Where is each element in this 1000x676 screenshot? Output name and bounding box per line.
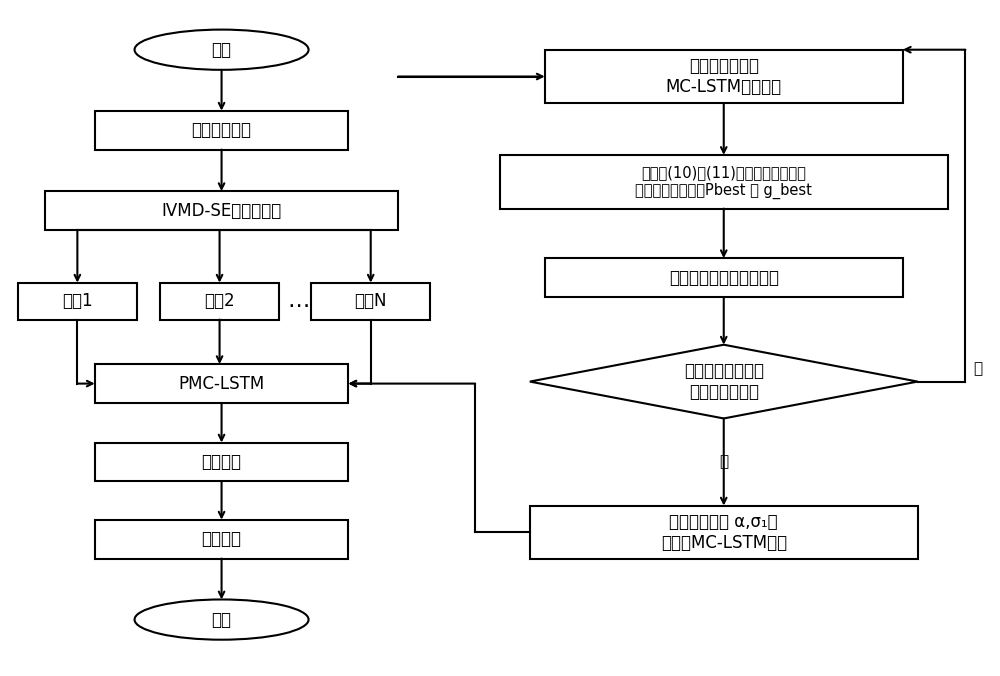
Text: 是: 是 [719, 454, 728, 470]
FancyBboxPatch shape [18, 283, 137, 320]
Text: 风电功率序列: 风电功率序列 [192, 121, 252, 139]
Text: 初始化粒子群和
MC-LSTM网络参数: 初始化粒子群和 MC-LSTM网络参数 [666, 57, 782, 96]
Text: PMC-LSTM: PMC-LSTM [178, 375, 265, 393]
Text: 分量N: 分量N [354, 292, 387, 310]
FancyBboxPatch shape [95, 364, 348, 403]
Text: 结束: 结束 [212, 610, 232, 629]
Ellipse shape [135, 600, 309, 639]
FancyBboxPatch shape [530, 506, 918, 559]
Text: 更新各个粒子位置和速度: 更新各个粒子位置和速度 [669, 268, 779, 287]
Text: 预测结果: 预测结果 [202, 530, 242, 548]
Ellipse shape [135, 30, 309, 70]
Text: …: … [287, 291, 309, 311]
Text: 开始: 开始 [212, 41, 232, 59]
Text: 线性叠加: 线性叠加 [202, 453, 242, 471]
Text: 根据式(10)和(11)更新粒子位置和速
度并通过比较获得Pbest 和 g_best: 根据式(10)和(11)更新粒子位置和速 度并通过比较获得Pbest 和 g_b… [635, 165, 812, 199]
FancyBboxPatch shape [545, 258, 903, 297]
FancyBboxPatch shape [500, 155, 948, 209]
FancyBboxPatch shape [545, 50, 903, 103]
Polygon shape [530, 345, 918, 418]
FancyBboxPatch shape [311, 283, 430, 320]
Text: IVMD-SE数据预处理: IVMD-SE数据预处理 [161, 201, 282, 220]
Text: 分量2: 分量2 [204, 292, 235, 310]
FancyBboxPatch shape [95, 443, 348, 481]
Text: 达到最大迭代次数
或满足收敛极限: 达到最大迭代次数 或满足收敛极限 [684, 362, 764, 401]
Text: 否: 否 [973, 361, 982, 376]
Text: 获得最优参数 α,σ₁，
并赋给MC-LSTM网络: 获得最优参数 α,σ₁， 并赋给MC-LSTM网络 [661, 513, 787, 552]
Text: 分量1: 分量1 [62, 292, 93, 310]
FancyBboxPatch shape [160, 283, 279, 320]
FancyBboxPatch shape [95, 520, 348, 558]
FancyBboxPatch shape [95, 111, 348, 149]
FancyBboxPatch shape [45, 191, 398, 230]
